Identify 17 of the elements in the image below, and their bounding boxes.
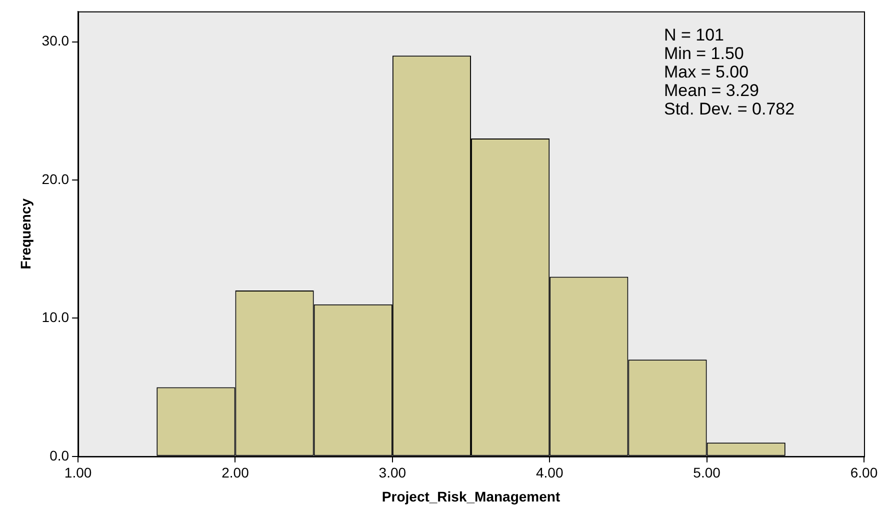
- y-tick-label: 0.0: [50, 447, 70, 464]
- annotation: Max = 5.00: [664, 62, 749, 82]
- annotation: Mean = 3.29: [664, 81, 759, 100]
- x-tick-label: 4.00: [536, 464, 564, 481]
- x-tick-label: 1.00: [64, 464, 92, 481]
- y-tick-label: 20.0: [42, 170, 70, 187]
- x-tick-label: 3.00: [378, 464, 406, 481]
- y-tick-label: 10.0: [42, 309, 70, 326]
- annotation: Min = 1.50: [664, 44, 744, 64]
- x-axis-title: Project_Risk_Management: [382, 488, 560, 504]
- y-tick-label: 30.0: [42, 32, 70, 49]
- x-tick-label: 5.00: [693, 464, 721, 481]
- annotation: Std. Dev. = 0.782: [664, 100, 795, 119]
- annotation: N = 101: [664, 26, 724, 45]
- x-tick-label: 6.00: [850, 464, 878, 481]
- x-tick-label: 2.00: [222, 464, 250, 481]
- y-axis-title: Frequency: [17, 198, 34, 270]
